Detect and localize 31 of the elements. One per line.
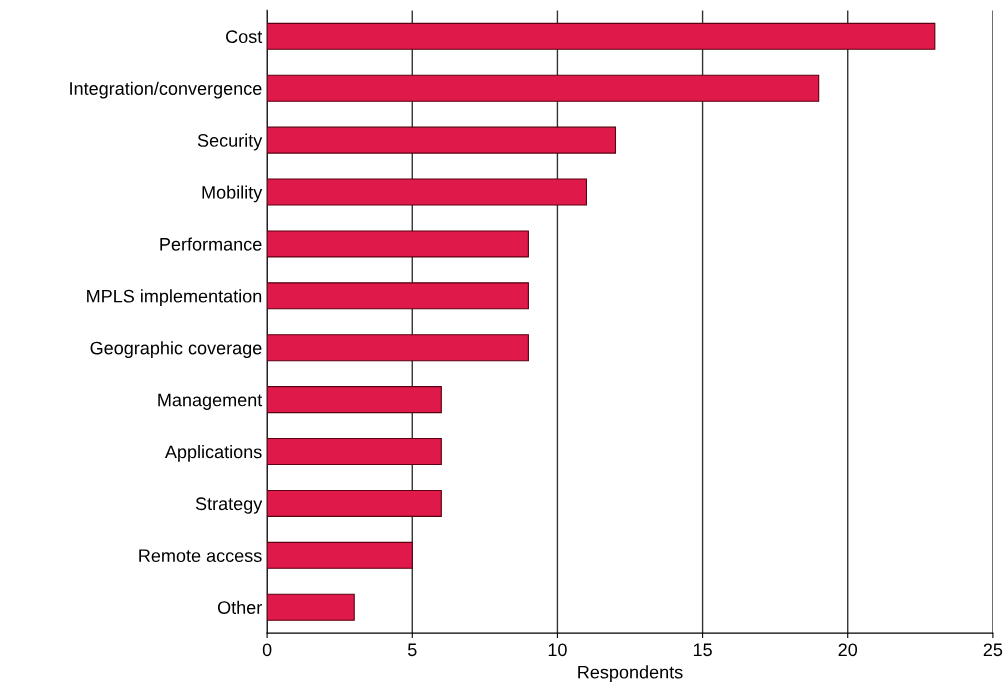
x-tick-label: 15 — [693, 643, 712, 657]
x-tick-label: 10 — [548, 643, 567, 657]
x-axis-title: Respondents — [578, 665, 683, 683]
y-tick-label: Geographic coverage — [90, 341, 262, 359]
bar — [267, 438, 442, 466]
y-tick-label: Cost — [226, 30, 263, 44]
bar — [267, 230, 529, 258]
x-tick-label: 25 — [983, 643, 1003, 657]
y-tick-label: Strategy — [195, 497, 263, 514]
bar — [267, 74, 820, 102]
x-tick-label: 0 — [262, 643, 272, 657]
y-tick-label: Applications — [164, 444, 262, 462]
y-tick-label: MPLS implementation — [87, 289, 262, 307]
y-tick-label: Security — [197, 133, 263, 151]
y-tick-label: Remote access — [139, 549, 262, 563]
bar — [267, 178, 588, 206]
x-tick-label: 5 — [407, 643, 417, 657]
bar — [267, 282, 529, 310]
bar — [267, 386, 442, 414]
x-tick-label: 20 — [838, 643, 858, 657]
bar — [267, 334, 529, 362]
bar — [267, 489, 442, 517]
y-tick-label: Management — [158, 393, 263, 410]
y-tick-label: Mobility — [202, 185, 263, 203]
y-tick-label: Integration/convergence — [70, 81, 262, 99]
y-tick-label: Other — [217, 600, 262, 614]
bar — [267, 22, 936, 50]
bar — [267, 541, 413, 569]
bar — [267, 126, 617, 154]
y-tick-label: Performance — [160, 237, 262, 251]
bar — [267, 593, 355, 621]
